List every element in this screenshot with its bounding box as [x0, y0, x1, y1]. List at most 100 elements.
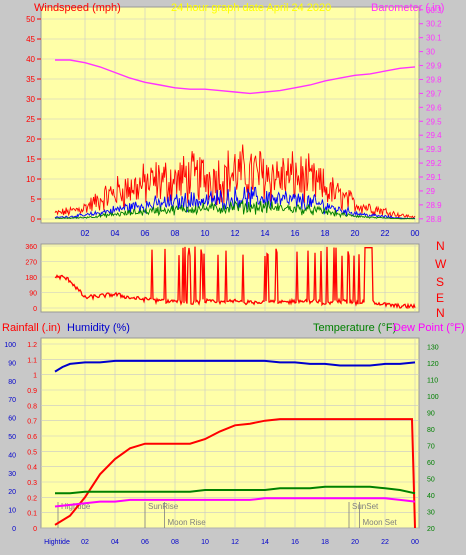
dewpoint-axis-title: Dew Point (°F): [393, 322, 465, 334]
humidity-tick-label: 70: [8, 397, 16, 404]
rainfall-axis-title: Rainfall (.in): [2, 322, 61, 334]
rain-tick-label: 1.1: [27, 357, 37, 364]
humidity-tick-label: 50: [8, 434, 16, 441]
direction-tick-label: 180: [25, 275, 37, 282]
temperature-tick-label: 80: [427, 427, 435, 434]
barometer-tick-label: 28.9: [426, 201, 442, 210]
humidity-line: [54, 359, 416, 373]
temp-x-tick-label: 10: [201, 539, 209, 546]
wind-x-tick-label: 20: [351, 229, 360, 238]
compass-label-s: S: [436, 275, 444, 289]
rainfall-line: [54, 418, 416, 529]
rain-tick-label: 0.9: [27, 388, 37, 395]
barometer-tick-label: 29.4: [426, 131, 442, 140]
barometer-tick-label: 29.5: [426, 117, 442, 126]
barometer-tick-label: 29.8: [426, 75, 442, 84]
temp-x-tick-label: 16: [291, 539, 299, 546]
wind-x-tick-label: 14: [261, 229, 270, 238]
barometer-tick-label: 30: [426, 48, 435, 57]
temp-rain-plot-area: [40, 337, 420, 529]
barometer-tick-label: 29.6: [426, 103, 442, 112]
wind-tick-label: 40: [26, 55, 35, 64]
wind-tick-label: 35: [26, 75, 35, 84]
temp-x-tick-label: 12: [231, 539, 239, 546]
barometer-line: [55, 59, 416, 95]
wind-tick-label: 45: [26, 35, 35, 44]
direction-tick-label: 270: [25, 260, 37, 267]
temp-x-tick-label: Hightide: [44, 539, 70, 546]
wind-x-tick-label: 08: [171, 229, 180, 238]
temperature-line: [55, 485, 416, 495]
barometer-tick-label: 30.3: [426, 6, 442, 15]
compass-label-e: E: [436, 291, 444, 305]
humidity-tick-label: 100: [4, 342, 16, 349]
temperature-tick-label: 90: [427, 410, 435, 417]
rain-tick-label: 0.5: [27, 449, 37, 456]
temp-x-tick-label: 20: [351, 539, 359, 546]
wind-tick-label: 0: [31, 215, 36, 224]
rain-tick-label: 0.2: [27, 495, 37, 502]
event-label: SunSet: [352, 502, 379, 511]
tick-layer: 0510152025303540455028.828.92929.129.229…: [4, 6, 442, 546]
barometer-tick-label: 30.1: [426, 34, 442, 43]
temperature-tick-label: 70: [427, 443, 435, 450]
humidity-tick-label: 90: [8, 360, 16, 367]
humidity-tick-label: 0: [12, 526, 16, 533]
wind-x-tick-label: 12: [231, 229, 240, 238]
temperature-tick-label: 120: [427, 361, 439, 368]
wind-tick-label: 50: [26, 15, 35, 24]
rain-tick-label: 0.7: [27, 419, 37, 426]
temp-x-tick-label: 22: [381, 539, 389, 546]
rain-tick-label: 0.8: [27, 403, 37, 410]
humidity-tick-label: 60: [8, 416, 16, 423]
temperature-axis-title: Temperature (°F): [313, 322, 396, 334]
temperature-tick-label: 110: [427, 377, 438, 384]
compass-label-w: W: [435, 257, 447, 271]
rain-tick-label: 0.3: [27, 480, 37, 487]
min-wind-line: [54, 199, 416, 220]
humidity-tick-label: 20: [8, 489, 16, 496]
temperature-tick-label: 40: [427, 493, 435, 500]
dewpoint-line: [54, 497, 416, 508]
temperature-tick-label: 130: [427, 344, 439, 351]
temperature-tick-label: 50: [427, 476, 435, 483]
event-label: Hightide: [61, 502, 91, 511]
barometer-axis-title: Barometer (.in): [371, 2, 444, 14]
rain-tick-label: 1: [33, 373, 37, 380]
temp-x-tick-label: 14: [261, 539, 269, 546]
average-wind-line: [54, 186, 416, 220]
temperature-tick-label: 100: [427, 394, 439, 401]
wind-axis-title: Windspeed (mph): [34, 2, 121, 14]
wind-x-tick-label: 02: [81, 229, 90, 238]
temp-x-tick-label: 06: [141, 539, 149, 546]
humidity-tick-label: 80: [8, 379, 16, 386]
wind-x-tick-label: 04: [111, 229, 120, 238]
rain-tick-label: 0.4: [27, 465, 37, 472]
wind-tick-label: 25: [26, 115, 35, 124]
barometer-tick-label: 29.9: [426, 62, 442, 71]
barometer-tick-label: 29.3: [426, 145, 442, 154]
barometer-tick-label: 29.2: [426, 159, 442, 168]
compass-label-n-bottom: N: [436, 306, 445, 320]
direction-tick-label: 90: [29, 291, 37, 298]
wind-tick-label: 10: [26, 175, 35, 184]
wind-x-tick-label: 00: [411, 229, 420, 238]
wind-tick-label: 30: [26, 95, 35, 104]
rain-tick-label: 0.6: [27, 434, 37, 441]
wind-x-tick-label: 10: [201, 229, 210, 238]
rain-tick-label: 0.1: [27, 511, 37, 518]
humidity-axis-title: Humidity (%): [67, 322, 130, 334]
temp-x-tick-label: 02: [81, 539, 89, 546]
barometer-tick-label: 29.1: [426, 173, 442, 182]
rain-tick-label: 1.2: [27, 342, 37, 349]
temp-x-tick-label: 18: [321, 539, 329, 546]
humidity-tick-label: 30: [8, 471, 16, 478]
event-label: Moon Set: [363, 518, 398, 527]
barometer-tick-label: 28.8: [426, 215, 442, 224]
chart-title: 24 hour graph date April 24 2020: [171, 2, 331, 14]
direction-tick-label: 0: [33, 306, 37, 313]
wind-x-tick-label: 16: [291, 229, 300, 238]
wind-tick-label: 5: [31, 195, 36, 204]
